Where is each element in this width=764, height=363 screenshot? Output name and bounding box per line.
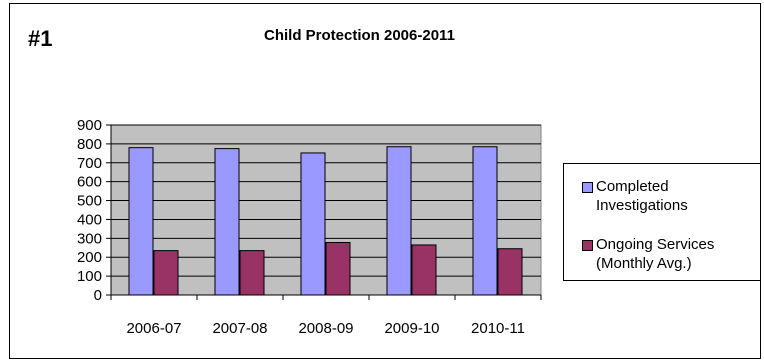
- bar-ongoing-2008-09: [325, 241, 351, 296]
- legend-item-completed: Completed Investigations: [582, 177, 688, 215]
- chart-title: Child Protection 2006-2011: [264, 27, 455, 44]
- x-tick-label: 2008-09: [298, 320, 353, 337]
- bar-completed-2010-11: [472, 146, 498, 296]
- bar-completed-2006-07: [128, 147, 154, 296]
- y-tick-label: 100: [77, 268, 102, 285]
- legend-label-ongoing-line1: Ongoing Services: [596, 236, 715, 253]
- bar-ongoing-2009-10: [411, 244, 437, 296]
- bar-ongoing-2007-08: [239, 250, 265, 296]
- y-tick-label: 300: [77, 230, 102, 247]
- legend-swatch-completed: [582, 182, 593, 193]
- x-tick-label: 2007-08: [212, 320, 267, 337]
- x-tick-label: 2009-10: [384, 320, 439, 337]
- legend-label-completed-line2: Investigations: [596, 197, 688, 214]
- bar-ongoing-2006-07: [153, 250, 179, 296]
- y-tick-label: 700: [77, 155, 102, 172]
- y-tick-label: 600: [77, 174, 102, 191]
- legend-label-completed-line1: Completed: [596, 178, 669, 195]
- y-tick-label: 400: [77, 211, 102, 228]
- x-tick-label: 2006-07: [126, 320, 181, 337]
- y-tick-label: 900: [77, 117, 102, 134]
- legend-item-ongoing: Ongoing Services (Monthly Avg.): [582, 235, 714, 273]
- x-tick-label: 2010-11: [471, 320, 525, 337]
- page-number: #1: [28, 26, 53, 51]
- bar-completed-2008-09: [300, 152, 326, 296]
- legend-swatch-ongoing: [582, 240, 593, 251]
- y-tick-label: 200: [77, 249, 102, 266]
- y-tick-label: 500: [77, 193, 102, 210]
- y-tick-label: 800: [77, 136, 102, 153]
- bar-completed-2007-08: [214, 148, 240, 296]
- chart-legend: Completed Investigations Ongoing Service…: [563, 163, 761, 281]
- bar-completed-2009-10: [386, 146, 412, 296]
- y-tick-label: 0: [94, 287, 102, 304]
- bar-ongoing-2010-11: [497, 248, 523, 296]
- legend-label-ongoing-line2: (Monthly Avg.): [596, 255, 692, 272]
